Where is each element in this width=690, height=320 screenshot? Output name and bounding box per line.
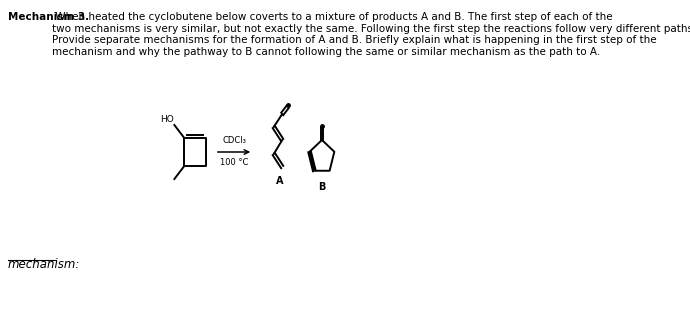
Text: B: B bbox=[318, 182, 326, 192]
Text: 100 °C: 100 °C bbox=[220, 158, 248, 167]
Text: CDCl₃: CDCl₃ bbox=[222, 136, 246, 145]
Text: mechanism:: mechanism: bbox=[8, 258, 80, 271]
Text: Mechanism 3.: Mechanism 3. bbox=[8, 12, 89, 22]
Text: HO: HO bbox=[160, 115, 174, 124]
Text: When heated the cyclobutene below coverts to a mixture of products A and B. The : When heated the cyclobutene below covert… bbox=[52, 12, 690, 57]
Text: A: A bbox=[276, 176, 284, 186]
